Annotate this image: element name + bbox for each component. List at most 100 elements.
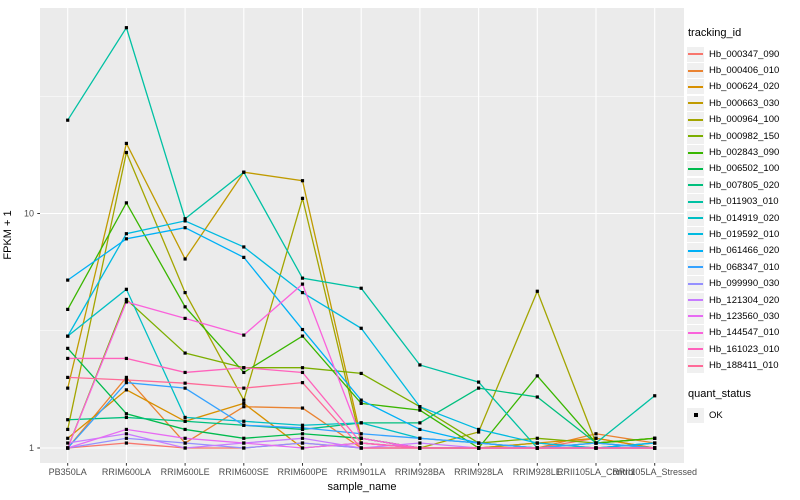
- legend-item-label: Hb_099990_030: [709, 278, 780, 290]
- data-point: [300, 327, 305, 332]
- data-point: [124, 378, 128, 382]
- data-point: [477, 380, 481, 384]
- legend-item-label: Hb_000982_150: [709, 130, 780, 142]
- legend-item: Hb_161023_010: [687, 341, 799, 357]
- legend-item: Hb_014919_020: [687, 210, 799, 226]
- legend-item-ok: OK: [687, 407, 799, 424]
- data-point: [242, 398, 246, 402]
- x-tick-label: RRII105LA_Stressed: [612, 467, 697, 477]
- legend-key: [687, 46, 704, 62]
- x-tick-label: RRIM928LA: [454, 467, 503, 477]
- data-point: [183, 370, 187, 375]
- data-point: [653, 394, 657, 398]
- legend: tracking_id Hb_000347_090 Hb_000406_010 Hb…: [687, 27, 799, 424]
- legend-item-label: Hb_061466_020: [709, 245, 780, 257]
- data-point: [418, 446, 422, 450]
- legend-color-line-icon: [688, 233, 703, 236]
- legend-item: Hb_068347_010: [687, 259, 799, 275]
- legend-color-line-icon: [688, 102, 703, 105]
- data-point: [124, 356, 128, 361]
- data-point: [418, 408, 422, 412]
- legend-key: [687, 79, 704, 95]
- legend-item: Hb_121304_020: [687, 292, 799, 308]
- legend-item-label: OK: [709, 409, 723, 421]
- data-point: [124, 141, 128, 146]
- data-point: [418, 436, 422, 440]
- data-point: [594, 436, 598, 440]
- data-point: [183, 351, 187, 355]
- data-point: [242, 423, 246, 427]
- legend-color-line-icon: [688, 348, 703, 351]
- legend-key: [687, 63, 704, 79]
- data-point: [359, 432, 363, 436]
- data-point: [242, 446, 246, 450]
- data-point: [477, 446, 481, 450]
- data-point: [124, 26, 128, 30]
- legend-item: Hb_000982_150: [687, 128, 799, 144]
- data-point: [124, 381, 128, 385]
- x-tick-label: RRII105LA_Control: [557, 467, 635, 477]
- data-point: [183, 415, 187, 420]
- data-point: [124, 201, 128, 205]
- data-point: [300, 334, 305, 338]
- data-point: [124, 237, 128, 241]
- data-point: [418, 421, 422, 425]
- data-point: [418, 405, 422, 409]
- legend-item: Hb_007805_020: [687, 177, 799, 193]
- legend-color-line-icon: [688, 200, 703, 203]
- data-point: [300, 370, 305, 375]
- legend-item-label: Hb_007805_020: [709, 179, 780, 191]
- legend-item-label: Hb_019592_010: [709, 228, 780, 240]
- data-point: [359, 371, 363, 376]
- data-point: [124, 415, 128, 420]
- legend-item-label: Hb_002843_090: [709, 147, 780, 159]
- data-point: [183, 446, 187, 450]
- data-point: [535, 441, 539, 445]
- data-point: [66, 346, 70, 350]
- legend-color-line-icon: [688, 282, 703, 285]
- data-point: [300, 196, 305, 200]
- data-point: [594, 432, 598, 436]
- data-point: [66, 334, 70, 338]
- data-point: [183, 386, 187, 390]
- y-tick-label: 10: [24, 209, 34, 219]
- legend-key: [687, 112, 704, 128]
- data-point: [535, 289, 539, 293]
- data-point: [359, 446, 363, 450]
- ok-square-icon: [693, 413, 698, 418]
- legend-key: [687, 210, 704, 226]
- data-point: [124, 297, 128, 302]
- data-point: [300, 427, 305, 432]
- data-point: [183, 219, 187, 223]
- legend-color-line-icon: [688, 53, 703, 56]
- legend-item-label: Hb_000406_010: [709, 65, 780, 77]
- data-point: [183, 419, 187, 423]
- y-tick-label: 1: [29, 443, 34, 453]
- data-point: [66, 386, 70, 390]
- data-point: [183, 257, 187, 261]
- legend-item: Hb_123560_030: [687, 308, 799, 324]
- legend-item: Hb_002843_090: [687, 144, 799, 161]
- legend-key: [687, 226, 704, 242]
- legend-key: [687, 276, 704, 292]
- legend-color-line-icon: [688, 151, 703, 154]
- x-tick-label: RRIM600LA: [102, 467, 151, 477]
- legend-title-quant-status: quant_status: [688, 387, 751, 400]
- data-point: [477, 386, 481, 390]
- data-point: [66, 356, 70, 361]
- legend-color-line-icon: [688, 331, 703, 334]
- data-point: [418, 363, 422, 367]
- legend-item-label: Hb_123560_030: [709, 310, 780, 322]
- legend-color-line-icon: [688, 85, 703, 88]
- data-point: [300, 381, 305, 385]
- legend-key: [687, 194, 704, 210]
- legend-item: Hb_000347_090: [687, 46, 799, 62]
- data-point: [653, 436, 657, 440]
- legend-key: [687, 128, 704, 144]
- data-point: [183, 441, 187, 445]
- data-point: [242, 370, 246, 375]
- data-point: [242, 405, 246, 409]
- legend-item-label: Hb_014919_020: [709, 212, 780, 224]
- legend-key: [687, 358, 704, 374]
- ok-point-key: [687, 407, 704, 423]
